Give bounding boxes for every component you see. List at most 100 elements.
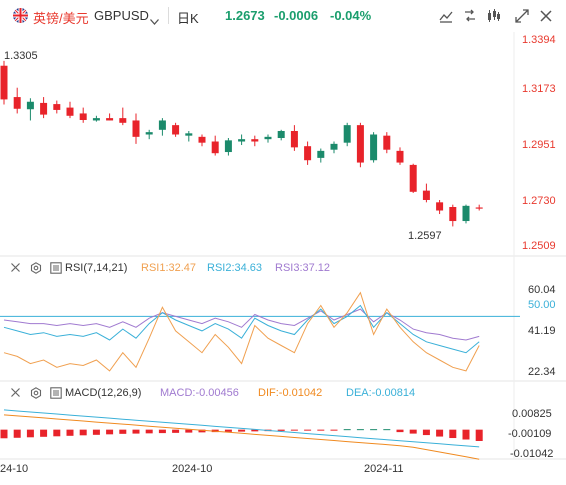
candle-body xyxy=(185,133,193,136)
uk-flag-icon xyxy=(13,8,28,23)
macd-histogram-bar xyxy=(53,429,61,437)
candle-body xyxy=(66,107,74,116)
chevron-down-icon[interactable] xyxy=(150,12,159,25)
candle-body xyxy=(343,125,351,143)
price-change: -0.0006 xyxy=(274,8,319,23)
candle-body xyxy=(409,164,417,192)
candle-body xyxy=(422,190,430,200)
macd-histogram-bar xyxy=(26,429,34,438)
dif-value: DIF:-0.01042 xyxy=(258,387,323,399)
macd-histogram-bar xyxy=(40,429,48,437)
candle-body xyxy=(304,146,312,161)
candle-body xyxy=(264,136,272,140)
macd-axis-label: -0.00109 xyxy=(508,428,552,440)
macd-histogram-bar xyxy=(396,429,404,433)
candle-body xyxy=(290,130,298,148)
macd-histogram-bar xyxy=(66,429,74,436)
settings-icon[interactable] xyxy=(30,262,43,275)
candle-body xyxy=(383,135,391,150)
macd-histogram-bar xyxy=(436,429,444,437)
date-axis-label: 24-10 xyxy=(0,463,29,475)
macd-histogram-bar xyxy=(317,429,325,431)
candle-body xyxy=(132,120,140,137)
macd-axis-label: 0.00825 xyxy=(512,408,552,420)
macd-histogram-bar xyxy=(409,429,417,434)
indicator-list-icon[interactable] xyxy=(50,262,63,275)
macd-title: MACD(12,26,9) xyxy=(65,387,142,399)
candle-body xyxy=(172,125,180,135)
macd-histogram-bar xyxy=(277,429,285,431)
macd-histogram-bar xyxy=(198,429,206,433)
period-selector[interactable]: 日K xyxy=(177,11,199,26)
chart-header: 英镑/美元 GBPUSD 日K 1.2673 -0.0006 -0.04% xyxy=(0,0,566,32)
macd-histogram-bar xyxy=(185,429,193,433)
price-change-percent: -0.04% xyxy=(330,8,372,23)
indicator-icon[interactable] xyxy=(486,8,502,24)
line-tool-icon[interactable] xyxy=(438,8,454,24)
settings-icon[interactable] xyxy=(30,387,43,400)
rsi1-value: RSI1:32.47 xyxy=(141,262,197,274)
candle-body xyxy=(370,134,378,161)
last-price: 1.2673 xyxy=(225,8,265,23)
candle-body xyxy=(26,101,34,110)
candle-body xyxy=(92,118,100,121)
macd-histogram-bar xyxy=(224,429,232,432)
rsi-axis-label: 22.34 xyxy=(528,366,556,378)
candle-body xyxy=(79,113,87,120)
price-axis-label: 1.3173 xyxy=(522,83,556,95)
candle-body xyxy=(396,150,404,163)
indicator-list-icon[interactable] xyxy=(50,387,63,400)
low-price-annotation: 1.2597 xyxy=(408,230,442,242)
price-axis-label: 1.2951 xyxy=(522,139,556,151)
macd-header: MACD(12,26,9) MACD:-0.00456 DIF:-0.01042… xyxy=(10,387,450,403)
candle-body xyxy=(449,207,457,222)
macd-histogram-bar xyxy=(383,429,391,431)
candle-body xyxy=(475,207,483,209)
macd-histogram-bar xyxy=(92,429,100,435)
macd-histogram-bar xyxy=(172,429,180,433)
candle-body xyxy=(53,104,61,110)
candle-body xyxy=(436,202,444,211)
macd-histogram-bar xyxy=(475,429,483,441)
candle-body xyxy=(158,120,166,130)
dea-value: DEA:-0.00814 xyxy=(346,387,416,399)
rsi-axis-label: 41.19 xyxy=(528,325,556,337)
compare-icon[interactable] xyxy=(462,8,478,24)
macd-histogram-bar xyxy=(13,429,21,438)
macd-histogram-bar xyxy=(343,429,351,431)
macd-histogram-bar xyxy=(119,429,127,434)
date-axis-label: 2024-11 xyxy=(364,463,404,475)
candle-body xyxy=(238,139,246,142)
close-icon[interactable] xyxy=(538,8,554,24)
macd-axis-label: -0.01042 xyxy=(510,448,554,460)
dea-line xyxy=(3,409,480,448)
candle-body xyxy=(119,118,127,123)
candle-body xyxy=(106,118,114,121)
dif-line xyxy=(3,414,480,460)
candle-body xyxy=(356,125,364,163)
rsi3-line xyxy=(3,308,480,341)
date-axis-label: 2024-10 xyxy=(172,463,213,475)
rsi-title: RSI(7,14,21) xyxy=(65,262,128,274)
fullscreen-icon[interactable] xyxy=(514,8,530,24)
macd-histogram-bar xyxy=(106,429,114,435)
collapse-icon[interactable] xyxy=(10,387,23,400)
macd-value: MACD:-0.00456 xyxy=(160,387,239,399)
macd-histogram-bar xyxy=(462,429,470,440)
macd-histogram-bar xyxy=(79,429,87,436)
candle-body xyxy=(462,205,470,222)
symbol-code[interactable]: GBPUSD xyxy=(94,8,149,23)
price-axis-label: 1.3394 xyxy=(522,34,556,46)
candle-body xyxy=(211,141,219,154)
symbol-name[interactable]: 英镑/美元 xyxy=(33,11,89,26)
rsi1-line xyxy=(3,291,480,372)
macd-histogram-bar xyxy=(132,429,140,434)
candle-body xyxy=(145,132,153,135)
header-divider xyxy=(168,7,169,24)
candle-body xyxy=(251,139,259,142)
candle-body xyxy=(224,140,232,153)
rsi-axis-label: 50.00 xyxy=(528,299,556,311)
candle-body xyxy=(198,136,206,143)
collapse-icon[interactable] xyxy=(10,262,23,275)
